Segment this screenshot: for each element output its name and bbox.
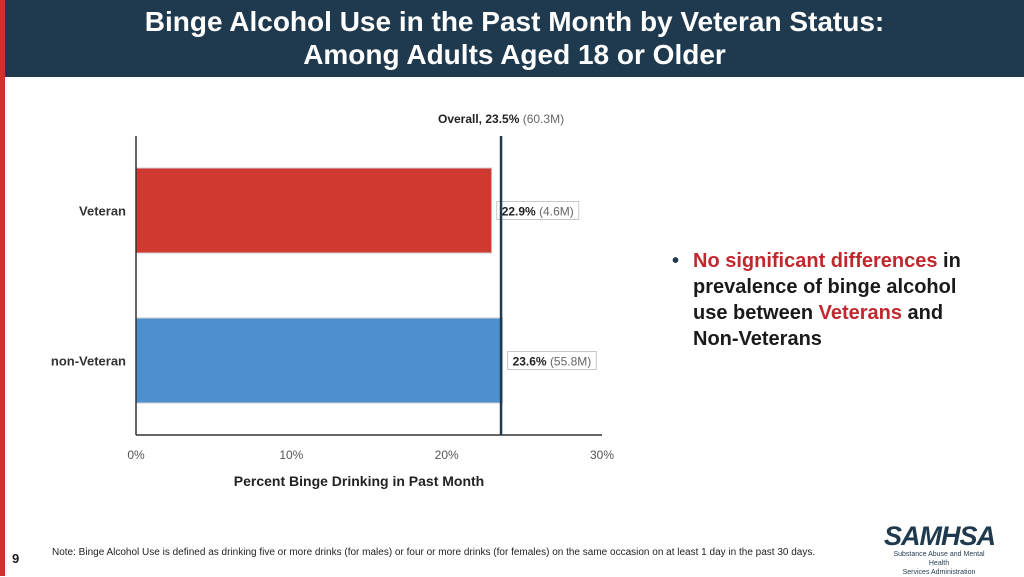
title-line-2: Among Adults Aged 18 or Older [303, 39, 726, 70]
x-axis-title: Percent Binge Drinking in Past Month [234, 473, 484, 489]
data-label-box-0 [496, 201, 580, 220]
key-finding-bullet: • No significant differences in prevalen… [672, 248, 992, 352]
x-tick-label: 0% [127, 448, 145, 462]
bullet-text: No significant differences in prevalence… [693, 248, 992, 352]
x-tick-label: 10% [279, 448, 303, 462]
left-accent-bar [0, 0, 5, 576]
title-line-1: Binge Alcohol Use in the Past Month by V… [144, 6, 885, 37]
category-label-non-veteran: non-Veteran [51, 354, 126, 369]
overall-reference-label: Overall, 23.5% (60.3M) [438, 112, 564, 126]
x-tick-label: 30% [590, 448, 614, 462]
bar-non-veteran [135, 317, 504, 404]
category-label-veteran: Veteran [79, 204, 126, 219]
bar-veteran [135, 167, 493, 254]
data-label-non-veteran: 23.6% (55.8M) [513, 355, 592, 369]
bullet-dot-icon: • [672, 250, 680, 272]
logo-subtitle: Substance Abuse and Mental Health Servic… [884, 550, 994, 577]
page-number: 9 [12, 551, 20, 566]
data-label-box-1 [507, 351, 597, 370]
logo-subtitle-line-1: Substance Abuse and Mental Health [893, 551, 985, 567]
logo-wordmark: SAMHSA [884, 521, 996, 551]
slide-title: Binge Alcohol Use in the Past Month by V… [5, 5, 1024, 71]
bullet-highlight-1: No significant differences [693, 250, 938, 272]
bullet-text-4: and Non-Veterans [693, 302, 944, 350]
samhsa-logo: SAMHSA Substance Abuse and Mental Health… [884, 521, 996, 577]
data-label-veteran: 22.9% (4.6M) [502, 205, 574, 219]
x-tick-label: 20% [435, 448, 459, 462]
footnote: Note: Binge Alcohol Use is defined as dr… [52, 547, 816, 558]
logo-subtitle-line-2: Services Administration [902, 569, 976, 576]
bullet-text-2: in prevalence of binge alcohol use betwe… [693, 250, 961, 324]
bullet-highlight-2: Veterans [818, 302, 902, 324]
title-banner [5, 0, 1024, 77]
